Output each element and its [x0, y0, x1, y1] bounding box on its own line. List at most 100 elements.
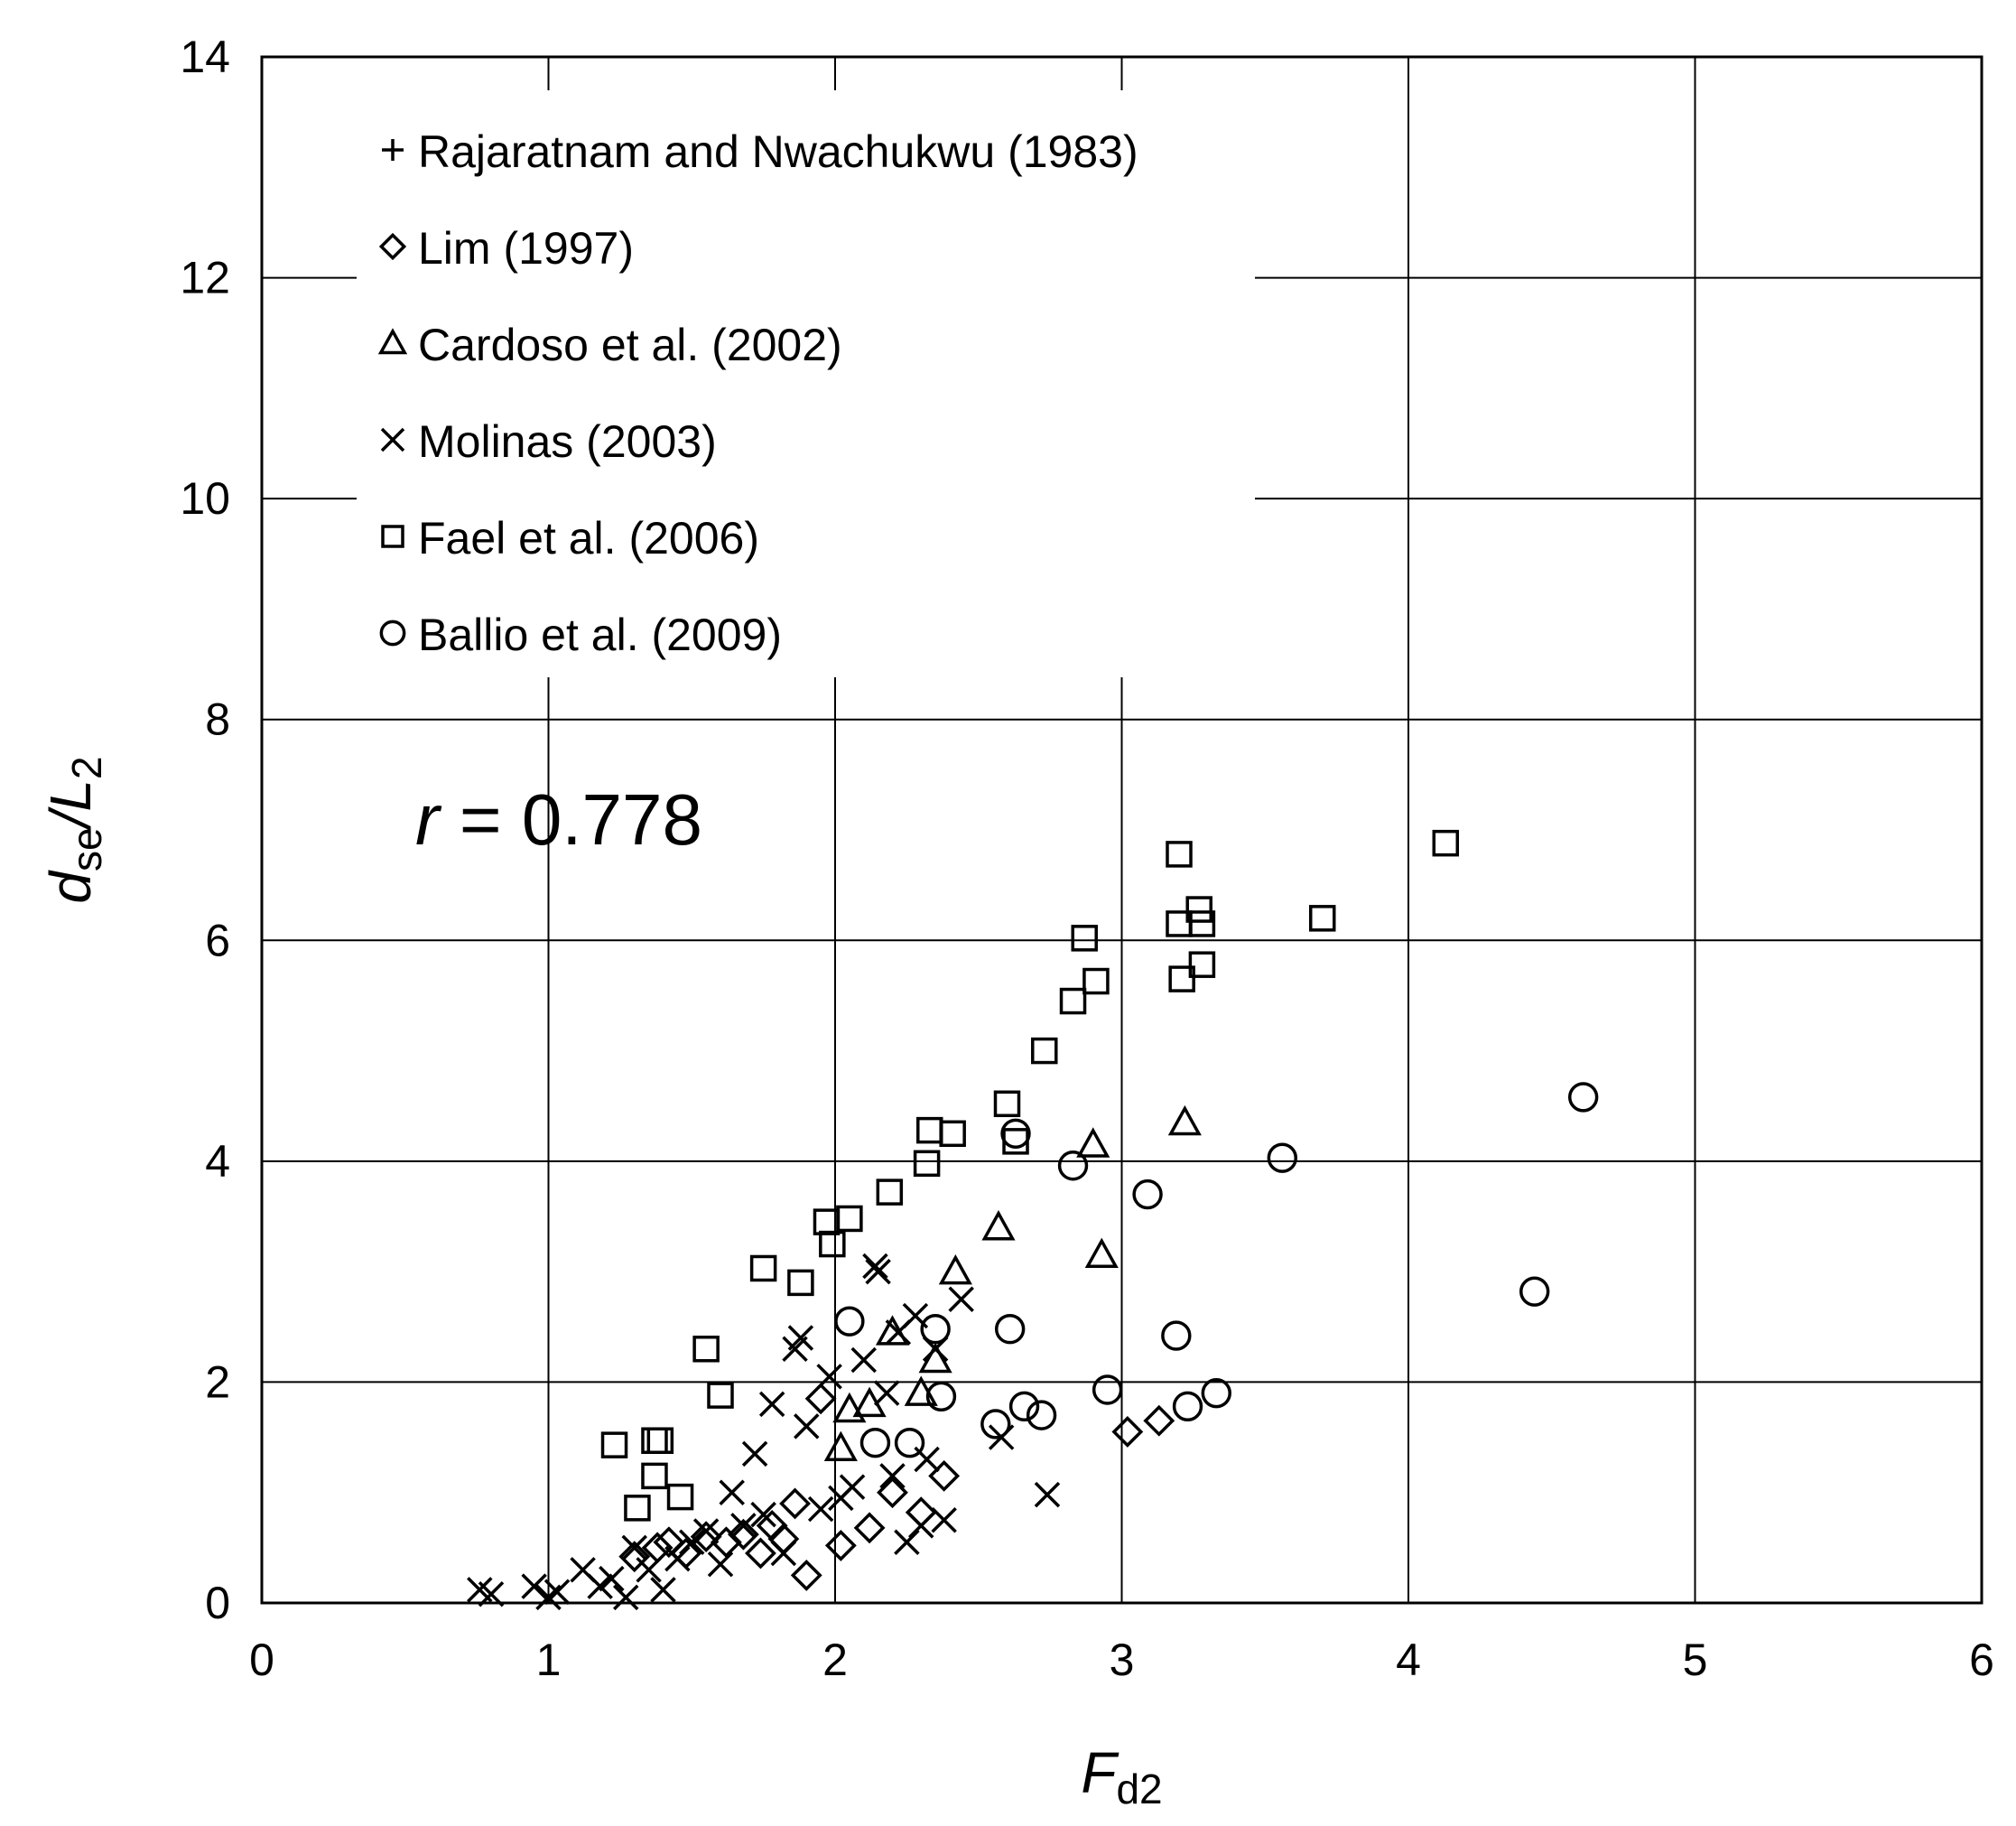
- triangle-data-point: [981, 1210, 1016, 1241]
- x-data-point: [787, 1325, 814, 1351]
- diamond-data-point: [745, 1537, 776, 1570]
- square-data-point: [646, 1427, 674, 1454]
- square-data-point: [913, 1150, 941, 1178]
- diamond-data-point: [928, 1459, 961, 1492]
- diamond-data-point: [779, 1487, 811, 1520]
- square-data-point: [1031, 1037, 1058, 1065]
- square-data-point: [993, 1090, 1021, 1118]
- x-tick-label: 0: [249, 1635, 274, 1685]
- legend: Rajaratnam and Nwachukwu (1983) Lim (1997…: [377, 126, 1138, 660]
- x-data-point: [692, 1518, 720, 1544]
- x-data-point: [521, 1573, 547, 1599]
- circle-data-point: [1267, 1142, 1298, 1173]
- x-data-point: [543, 1579, 571, 1606]
- legend-label: Ballio et al. (2009): [418, 610, 782, 660]
- correlation-annotation: r = 0.778: [415, 779, 702, 860]
- circle-data-point: [834, 1306, 865, 1337]
- legend-triangle-marker: [377, 328, 408, 355]
- triangle-data-point: [1167, 1104, 1202, 1136]
- square-data-point: [666, 1483, 694, 1511]
- circle-data-point: [1026, 1400, 1057, 1430]
- triangle-data-point: [918, 1342, 952, 1374]
- circle-data-point: [1172, 1391, 1203, 1422]
- circle-data-point: [894, 1427, 925, 1458]
- triangle-data-point: [832, 1392, 867, 1423]
- y-tick-label: 8: [205, 694, 230, 745]
- x-data-point: [636, 1557, 662, 1583]
- x-data-point: [850, 1346, 877, 1374]
- x-tick-label: 3: [1110, 1635, 1135, 1685]
- square-data-point: [1166, 841, 1193, 868]
- circle-data-point: [920, 1314, 951, 1345]
- x-data-point: [587, 1573, 613, 1599]
- square-data-point: [1059, 987, 1087, 1015]
- x-data-point: [770, 1540, 797, 1567]
- x-data-point: [612, 1584, 639, 1611]
- x-data-point: [650, 1577, 676, 1603]
- circle-data-point: [1000, 1118, 1031, 1149]
- legend-square-marker: [381, 525, 404, 548]
- square-data-point: [1071, 925, 1098, 952]
- square-data-point: [692, 1335, 720, 1363]
- x-data-point: [679, 1529, 705, 1555]
- circle-data-point: [859, 1427, 891, 1458]
- y-tick-label: 10: [180, 473, 230, 524]
- square-data-point: [1432, 829, 1460, 857]
- x-tick-label: 4: [1396, 1635, 1421, 1685]
- square-data-point: [641, 1462, 668, 1490]
- x-data-point: [719, 1479, 745, 1505]
- x-data-point: [758, 1391, 785, 1418]
- square-data-point: [819, 1230, 846, 1258]
- square-data-point: [707, 1382, 734, 1409]
- square-data-point: [641, 1427, 668, 1454]
- triangle-data-point: [938, 1253, 972, 1285]
- x-axis-title-subscript: d2: [1116, 1765, 1162, 1812]
- square-data-point: [1188, 951, 1216, 978]
- x-data-point: [741, 1440, 768, 1467]
- x-data-point: [1034, 1481, 1061, 1508]
- square-data-point: [916, 1116, 943, 1144]
- y-axis-title: dse/L2: [38, 756, 110, 903]
- circle-data-point: [1161, 1320, 1192, 1351]
- square-data-point: [836, 1205, 863, 1233]
- y-tick-label: 12: [180, 253, 230, 303]
- y-axis-title-subscript: se: [63, 827, 110, 871]
- diamond-data-point: [1111, 1416, 1144, 1448]
- x-data-point: [794, 1413, 820, 1439]
- x-axis-title: Fd2: [1081, 1740, 1162, 1812]
- x-data-point: [879, 1463, 906, 1489]
- diamond-data-point: [690, 1521, 722, 1553]
- x-tick-label: 2: [822, 1635, 848, 1685]
- circle-data-point: [980, 1409, 1011, 1439]
- x-data-point: [807, 1495, 834, 1523]
- x-data-point: [908, 1513, 934, 1539]
- x-data-point: [816, 1364, 842, 1390]
- diamond-data-point: [618, 1541, 651, 1573]
- diamond-data-point: [790, 1560, 822, 1591]
- legend-x-marker: [380, 427, 405, 452]
- x-data-point: [730, 1513, 757, 1539]
- y-tick-label: 6: [205, 915, 230, 965]
- plot-frame: [260, 55, 1983, 1605]
- square-data-point: [939, 1120, 966, 1148]
- x-data-point: [750, 1501, 776, 1528]
- data-markers: [467, 829, 1599, 1611]
- x-data-point: [931, 1507, 957, 1533]
- legend-label: Lim (1997): [418, 223, 634, 274]
- circle-data-point: [925, 1381, 957, 1412]
- x-axis-title-main: F: [1081, 1740, 1119, 1805]
- x-tick-label: 5: [1683, 1635, 1708, 1685]
- legend-label: Rajaratnam and Nwachukwu (1983): [418, 126, 1138, 177]
- annotation-r-symbol: r: [415, 779, 442, 860]
- square-data-point: [1309, 905, 1336, 932]
- x-data-point: [862, 1253, 888, 1280]
- square-data-point: [1168, 965, 1195, 992]
- square-data-point: [1188, 910, 1216, 937]
- triangle-data-point: [1076, 1127, 1110, 1158]
- x-data-point: [948, 1286, 974, 1312]
- square-data-point: [749, 1254, 777, 1282]
- square-data-point: [624, 1495, 651, 1522]
- legend-background: [357, 90, 1255, 677]
